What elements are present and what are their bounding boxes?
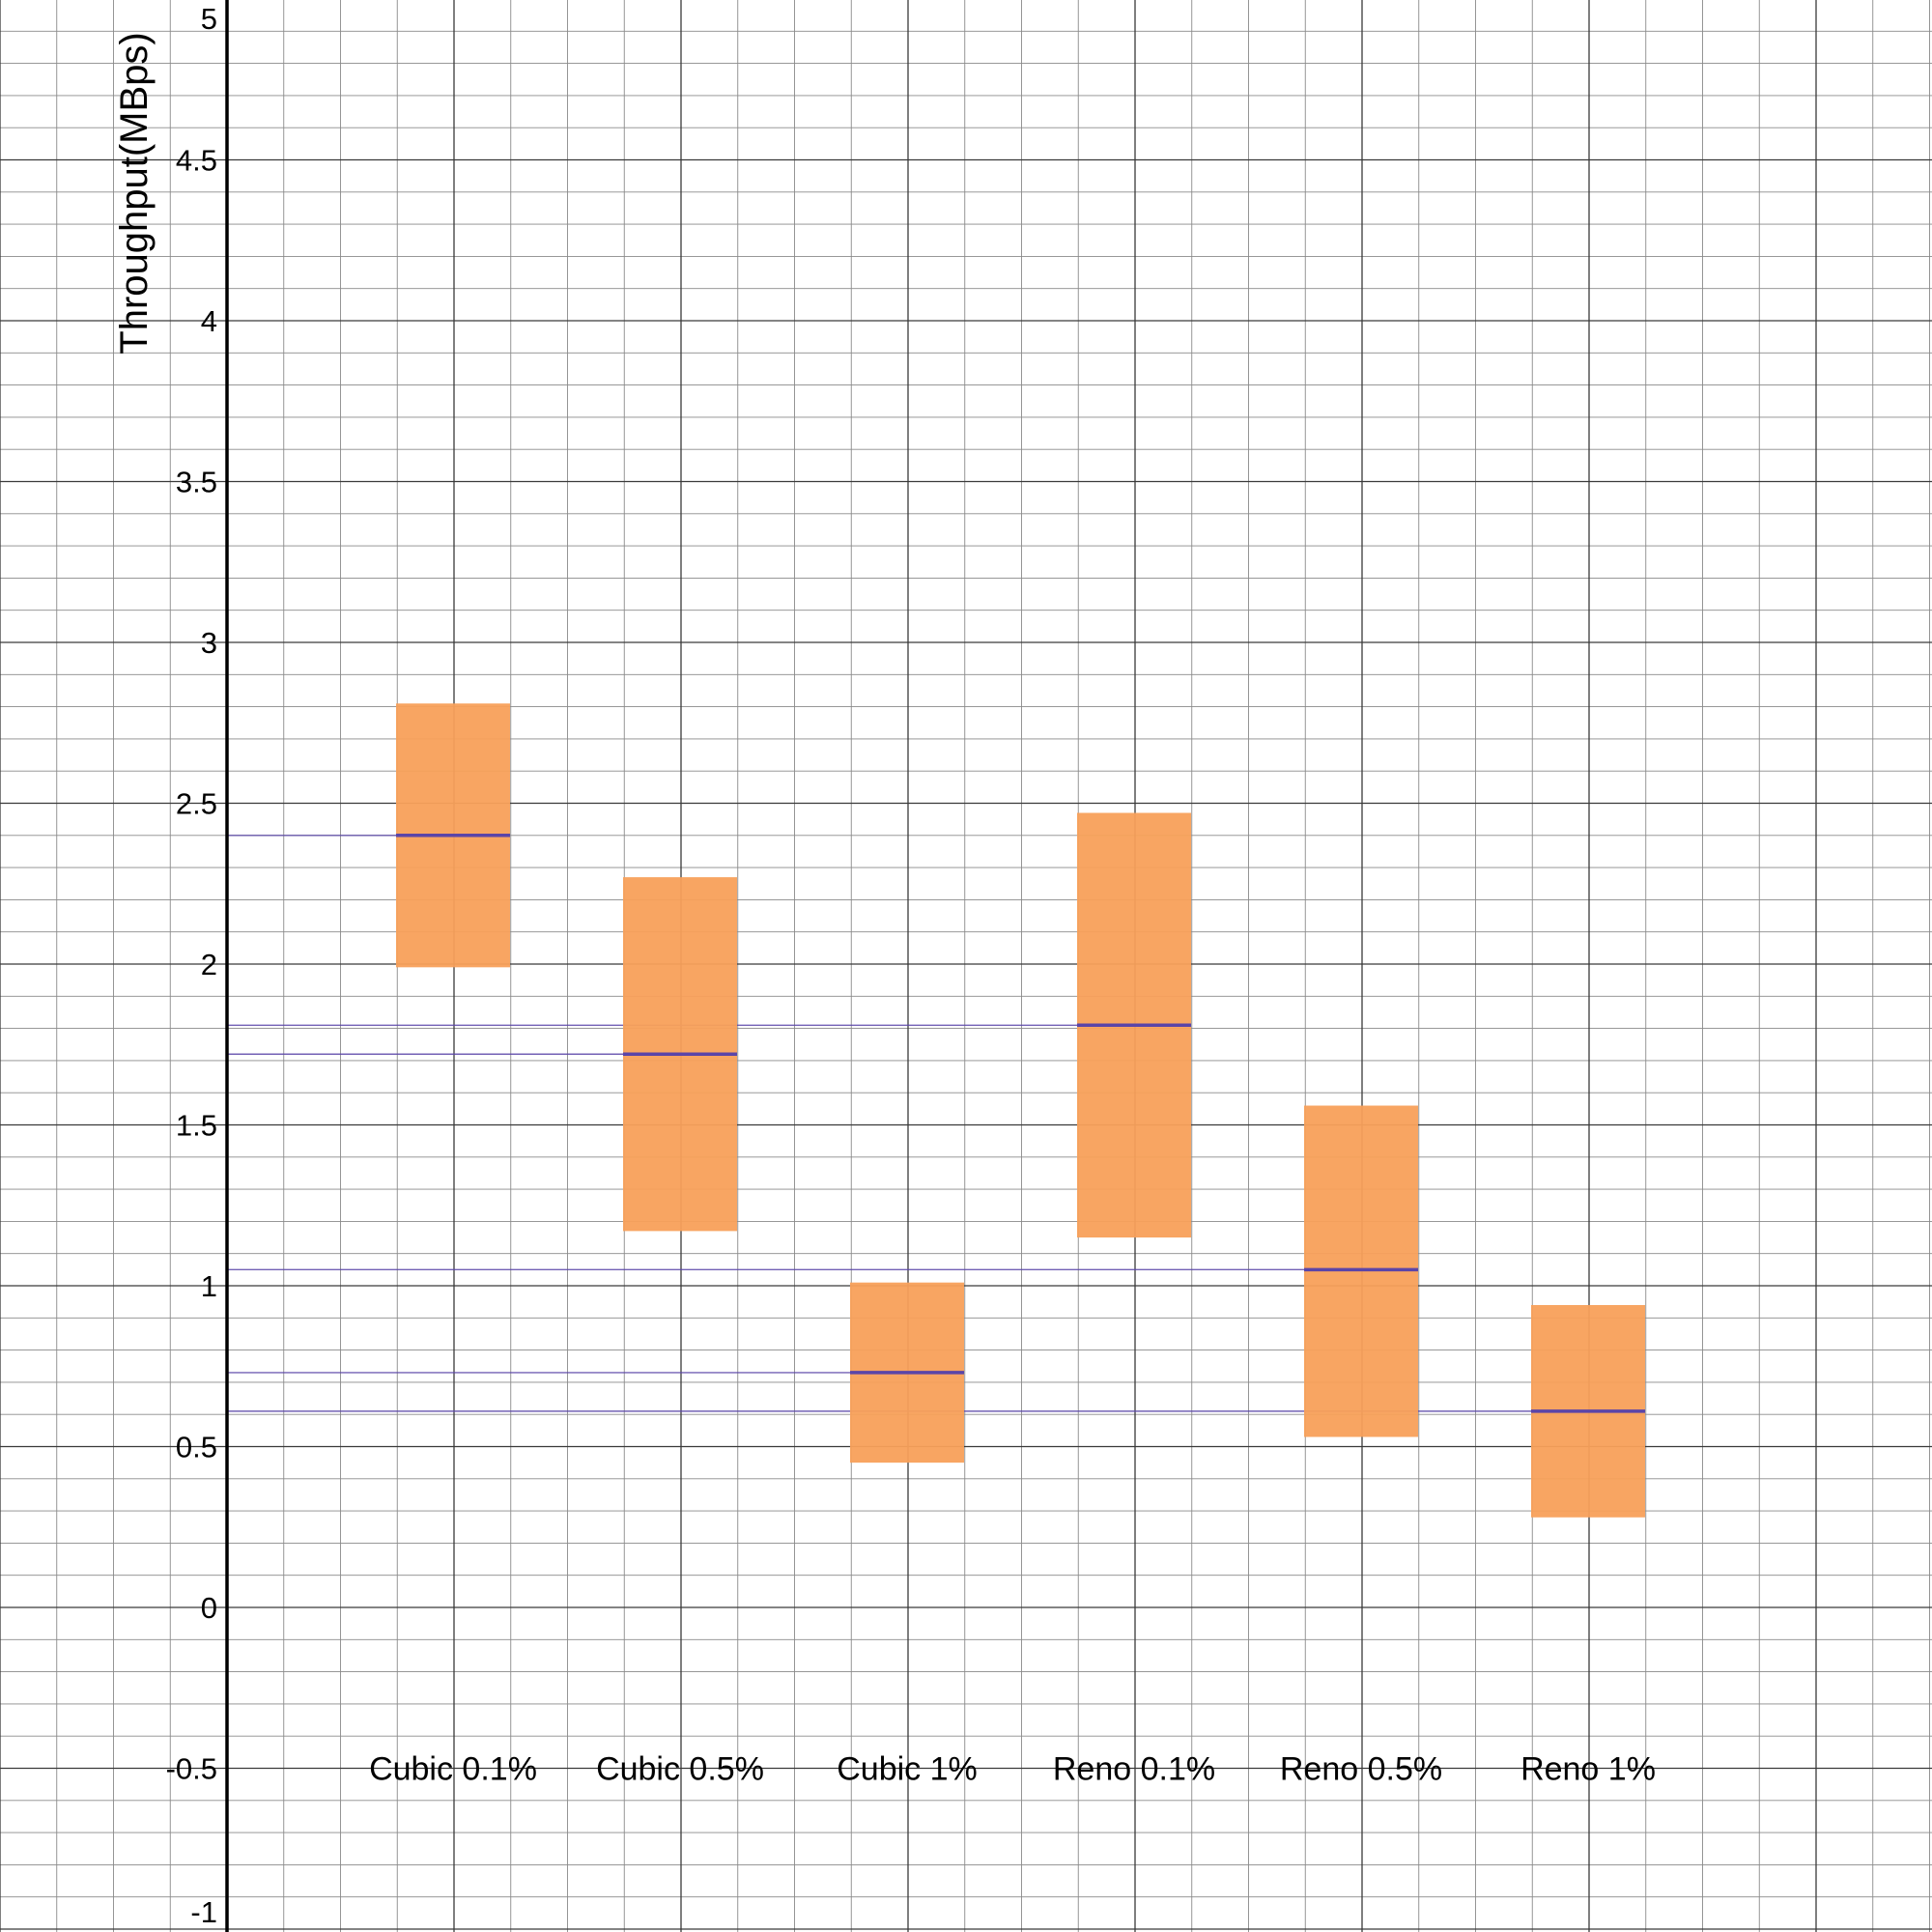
y-tick-label: 4 xyxy=(201,304,217,338)
y-tick-label: 4.5 xyxy=(176,144,217,178)
x-category-labels: Cubic 0.1% Cubic 0.5% Cubic 1% Reno 0.1% Ren… xyxy=(369,1751,1656,1788)
y-tick-label: -1 xyxy=(190,1895,217,1929)
x-category-label: Reno 1% xyxy=(1520,1751,1656,1788)
y-tick-label: -0.5 xyxy=(166,1752,217,1786)
y-tick-label: 5 xyxy=(201,2,217,36)
x-category-label: Reno 0.1% xyxy=(1053,1751,1215,1788)
y-tick-label: 1.5 xyxy=(176,1109,217,1143)
y-tick-label: 0.5 xyxy=(176,1431,217,1464)
y-tick-label: 3.5 xyxy=(176,466,217,499)
x-category-label: Cubic 0.1% xyxy=(369,1751,537,1788)
x-category-label: Reno 0.5% xyxy=(1280,1751,1442,1788)
y-tick-label: 3 xyxy=(201,626,217,660)
y-tick-label: 2 xyxy=(201,948,217,981)
x-category-label: Cubic 0.5% xyxy=(596,1751,764,1788)
y-tick-label: 0 xyxy=(201,1591,217,1625)
range-bars xyxy=(396,703,1645,1518)
y-axis-title: Throughput(MBps) xyxy=(113,32,156,354)
x-category-label: Cubic 1% xyxy=(837,1751,978,1788)
y-tick-label: 1 xyxy=(201,1269,217,1303)
y-tick-label: 2.5 xyxy=(176,787,217,821)
mean-markers xyxy=(396,834,1645,1413)
y-tick-labels: 5 4.5 4 3.5 3 2.5 2 1.5 1 0.5 0 -0.5 -1 xyxy=(166,2,217,1929)
